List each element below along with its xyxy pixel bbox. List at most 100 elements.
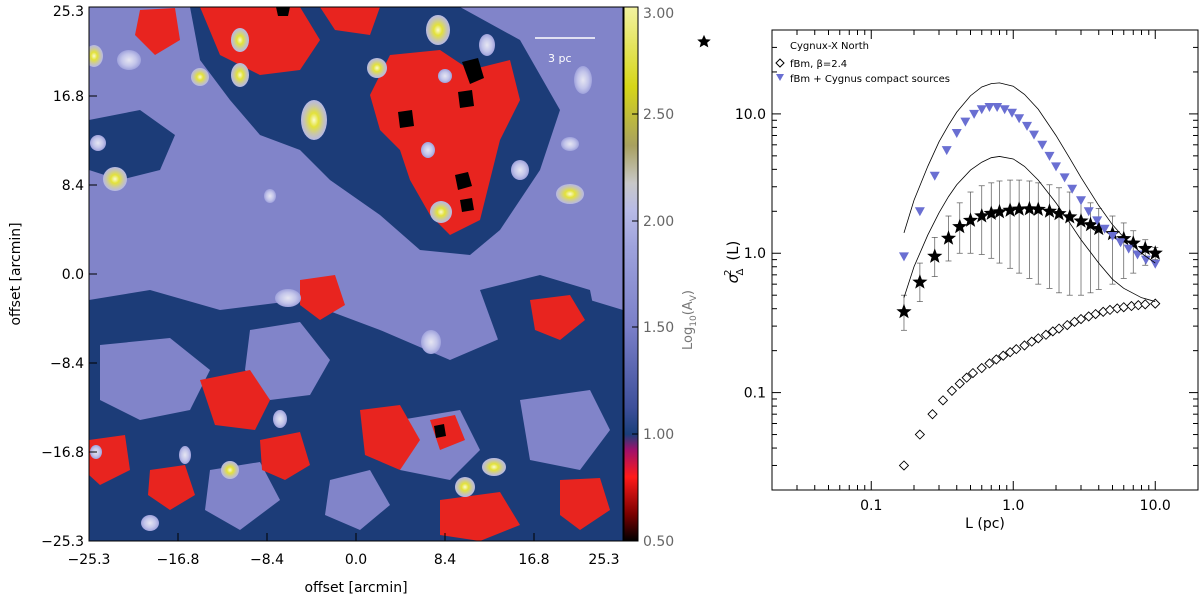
star-point — [1125, 235, 1141, 250]
map-x-tick-labels: −25.3 −16.8 −8.4 0.0 8.4 16.8 25.3 — [68, 552, 620, 568]
diamond-point — [1026, 336, 1037, 347]
star-point — [1011, 201, 1027, 216]
diamond-point — [1140, 299, 1151, 310]
diamond-point — [954, 378, 965, 389]
legend-label-fbm: fBm, β=2.4 — [790, 59, 847, 70]
triangle-point — [1044, 151, 1055, 161]
model-curve — [903, 156, 1156, 302]
triangle-point — [1014, 114, 1025, 124]
triangle-point — [1099, 224, 1110, 234]
legend-triangle-marker — [776, 74, 784, 81]
diamond-point — [991, 354, 1002, 365]
star-point — [1021, 200, 1038, 216]
plot-tick-labels: 0.1 1.0 10.0 0.1 1.0 10.0 — [735, 107, 1171, 514]
diamond-point — [1150, 298, 1161, 309]
star-point — [962, 212, 979, 227]
triangle-point — [992, 103, 1003, 113]
model-curve — [903, 82, 1156, 264]
x-tick-label: 0.1 — [860, 498, 882, 514]
legend-label-cygnus: Cygnux-X North — [790, 41, 869, 52]
colorbar-tick-label: 1.50 — [643, 320, 674, 336]
plot-y-title-sub: Δ — [735, 269, 746, 276]
map-y-axis-title: offset [arcmin] — [8, 222, 24, 325]
colorbar-tick-label: 3.00 — [643, 6, 674, 22]
diamond-point — [937, 395, 949, 406]
scale-bar-label: 3 pc — [548, 52, 572, 65]
triangle-point — [1115, 238, 1126, 248]
diamond-point — [967, 367, 979, 379]
legend-diamond-marker — [775, 58, 785, 68]
diamond-point — [898, 460, 910, 471]
diamond-point — [1033, 333, 1044, 344]
triangle-point — [1092, 216, 1103, 226]
svg-text:σ2Δ(L): σ2Δ (L) — [723, 241, 746, 284]
plot-y-axis-title: σ2Δ (L) — [723, 241, 746, 284]
colorbar-tick-label: 1.00 — [643, 427, 674, 443]
star-point — [927, 248, 943, 263]
diamond-point — [998, 350, 1009, 361]
map-x-axis-title: offset [arcmin] — [304, 580, 407, 596]
triangle-point — [1029, 130, 1040, 140]
colorbar-title-sub2: V — [689, 294, 699, 301]
triangle-point — [1051, 162, 1061, 172]
triangle-point — [1007, 108, 1018, 118]
colorbar-tick-label: 2.50 — [643, 107, 674, 123]
star-point — [983, 205, 999, 220]
plot-ticks — [771, 29, 1199, 491]
plot-x-axis-title: L (pc) — [965, 516, 1005, 532]
colorbar-title-paren: (A — [681, 301, 696, 315]
triangle-point — [1037, 140, 1048, 150]
star-point — [1041, 203, 1058, 218]
triangle-point — [1083, 207, 1094, 217]
colorbar-title-sub: 10 — [689, 315, 699, 327]
triangle-point — [969, 109, 980, 119]
triangle-point — [1059, 173, 1070, 183]
variance-plot: 0.1 1.0 10.0 0.1 1.0 10.0 L (pc) σ2Δ (L) Cygnu… — [697, 29, 1199, 532]
x-tick-label: 1.0 — [1002, 498, 1024, 514]
map-y-tick-label: 8.4 — [62, 178, 84, 194]
map-ticks — [88, 95, 624, 541]
triangle-point — [941, 146, 952, 156]
compact-sources — [89, 15, 592, 531]
diamond-point — [1011, 344, 1022, 355]
map-y-tick-label: 16.8 — [53, 89, 84, 105]
y-tick-label: 0.1 — [744, 386, 766, 402]
star-point — [1116, 230, 1132, 246]
plot-frame — [771, 29, 1199, 491]
star-point — [974, 208, 990, 223]
map-y-tick-label: 0.0 — [62, 267, 84, 283]
x-tick-label: 10.0 — [1140, 498, 1171, 514]
triangle-point — [1107, 231, 1118, 241]
star-point — [1051, 205, 1067, 221]
map-x-tick-label: −8.4 — [250, 552, 284, 568]
triangle-point — [898, 252, 909, 262]
colorbar-tick-labels: 3.00 2.50 2.00 1.50 1.00 0.50 — [643, 6, 674, 550]
star-point — [896, 303, 912, 319]
colorbar — [623, 6, 639, 542]
triangle-point — [914, 207, 925, 217]
map-y-tick-label: −25.3 — [41, 534, 84, 550]
triangle-point — [960, 117, 971, 127]
red-filaments — [89, 7, 610, 541]
extinction-map: 3 pc — [89, 7, 623, 541]
triangle-point — [951, 128, 962, 138]
colorbar-tick-label: 0.50 — [643, 534, 674, 550]
triangle-point — [1022, 121, 1033, 131]
plot-y-title-tail: (L) — [724, 241, 742, 261]
triangle-point — [1123, 244, 1134, 254]
diamond-point — [1062, 319, 1073, 331]
triangle-point — [929, 171, 940, 181]
map-x-tick-label: 0.0 — [345, 552, 367, 568]
triangle-point — [1076, 196, 1087, 206]
star-point — [1030, 201, 1046, 216]
diamond-point — [1040, 329, 1052, 340]
diamond-point — [1053, 323, 1065, 334]
y-tick-label: 10.0 — [735, 107, 766, 123]
star-point — [1002, 202, 1018, 217]
map-x-tick-label: 25.3 — [588, 552, 619, 568]
plot-y-title-sup: 2 — [723, 270, 734, 276]
star-point — [1073, 213, 1089, 228]
colorbar-title-main: Log — [681, 327, 696, 350]
star-point — [1091, 220, 1107, 236]
plot-y-title-main: σ — [724, 273, 742, 283]
